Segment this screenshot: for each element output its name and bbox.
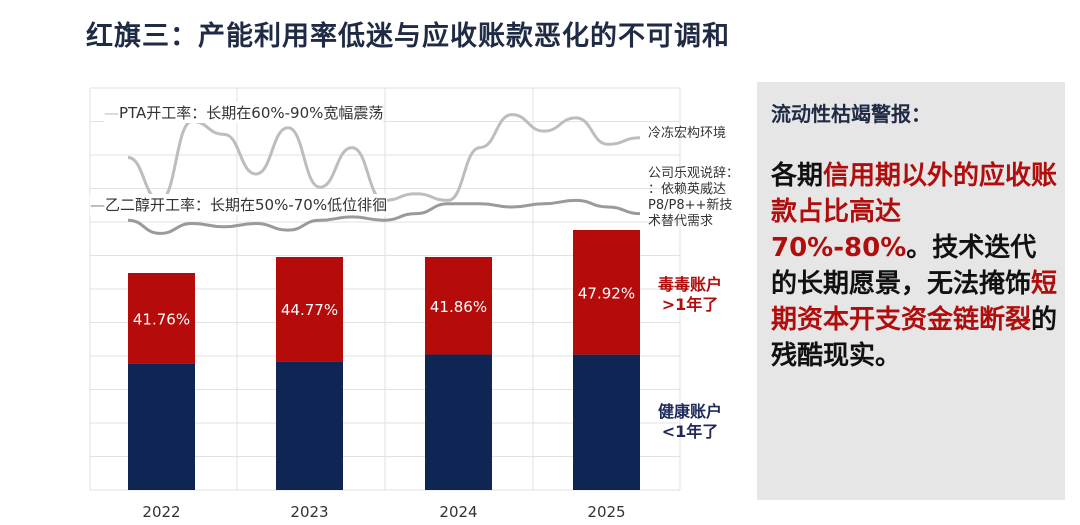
pta-line (127, 113, 641, 202)
pta-legend: —PTA开工率：长期在60%-90%宽幅震荡 (104, 102, 384, 123)
bar-data-label: 47.92% (578, 284, 635, 302)
chart: 41.76% 2022 44.77% 2023 41.86% 2024 47.92% 2025 (89, 87, 681, 521)
meg-line (127, 198, 641, 235)
bar-healthy (573, 354, 640, 490)
bar-toxic (573, 230, 640, 355)
bar-data-label: 41.86% (430, 298, 487, 316)
bar-healthy (276, 361, 343, 490)
page-title: 红旗三：产能利用率低迷与应收账款恶化的不可调和 (86, 21, 730, 52)
panel-body: 各期信用期以外的应收账款占比高达70%-80%。技术迭代的长期愿景，无法掩饰短期… (771, 161, 1058, 371)
bar-toxic (128, 273, 195, 364)
bar-data-label: 44.77% (281, 301, 338, 319)
x-tick-label: 2023 (290, 503, 328, 521)
toxic-accounts-label: 毒毒账户 >1年了 (657, 275, 722, 314)
liquidity-alert-panel: 流动性枯竭警报： 各期信用期以外的应收账款占比高达70%-80%。技术迭代的长期… (757, 82, 1065, 500)
healthy-accounts-label: 健康账户 <1年了 (657, 402, 722, 441)
x-tick-label: 2025 (587, 503, 625, 521)
x-tick-label: 2022 (142, 503, 180, 521)
panel-heading: 流动性枯竭警报： (771, 102, 931, 126)
annotation-macro: 冷冻宏构环境 (648, 126, 727, 141)
bar-healthy (425, 354, 492, 490)
bar-toxic (425, 257, 492, 355)
bar-data-label: 41.76% (133, 310, 190, 328)
annotation-company: 公司乐观说辞： ：依赖英威达 P8/P8++新技 术替代需求 (648, 166, 740, 229)
meg-legend: —乙二醇开工率：长期在50%-70%低位徘徊 (90, 194, 388, 215)
bar-toxic (276, 257, 343, 362)
bar-healthy (128, 363, 195, 490)
x-tick-label: 2024 (439, 503, 477, 521)
